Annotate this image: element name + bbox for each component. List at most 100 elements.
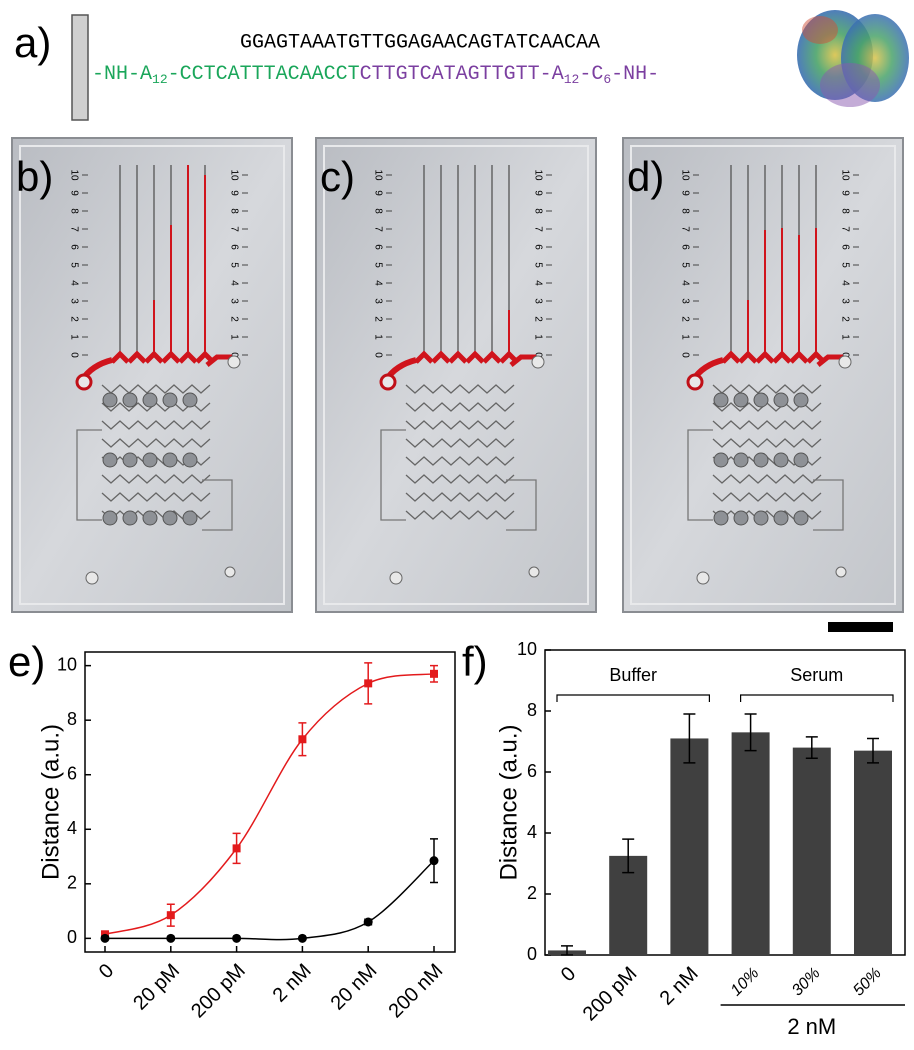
well <box>142 452 158 468</box>
bar <box>792 747 831 955</box>
x-tick-label: 2 nM <box>269 960 316 1007</box>
inlet-chevron <box>431 350 451 364</box>
well <box>102 392 118 408</box>
ruler-label: 1 <box>532 334 543 340</box>
strand-segment: -C <box>579 63 603 86</box>
ruler-label: 3 <box>228 298 239 304</box>
mixer <box>712 474 822 484</box>
ruler-label: 1 <box>839 334 850 340</box>
chip-edge <box>19 145 285 605</box>
ruler-label: 10 <box>228 169 239 181</box>
chip-photo: 0 0 1 1 2 2 3 3 4 4 5 5 6 6 7 7 8 8 9 9 10 10 b) <box>11 137 293 613</box>
port <box>838 355 852 369</box>
x-tick-label: 10% <box>728 965 763 1000</box>
error-bar <box>561 945 573 956</box>
ruler-label: 7 <box>372 226 383 232</box>
mixer <box>405 510 515 520</box>
ruler-label: 2 <box>532 316 543 322</box>
well <box>773 510 789 526</box>
ruler-label: 6 <box>839 244 850 250</box>
inlet-chevron <box>178 350 198 364</box>
well <box>102 510 118 526</box>
panel-label: d) <box>627 153 664 200</box>
y-tick-label: 8 <box>527 700 537 720</box>
ruler-label: 3 <box>679 298 690 304</box>
well <box>773 392 789 408</box>
mixer <box>405 474 515 484</box>
well <box>182 452 198 468</box>
mixer <box>405 492 515 502</box>
x-tick-label: 200 pM <box>579 963 642 1026</box>
ruler-label: 5 <box>68 262 79 268</box>
ruler-label: 10 <box>372 169 383 181</box>
ruler-label: 6 <box>68 244 79 250</box>
ruler-label: 4 <box>68 280 79 286</box>
marker <box>232 933 242 943</box>
group-label: Buffer <box>609 665 657 685</box>
group-label: Serum <box>790 665 843 685</box>
chip <box>315 137 597 613</box>
ruler-label: 7 <box>679 226 690 232</box>
chip-photo: 0 0 1 1 2 2 3 3 4 4 5 5 6 6 7 7 8 8 9 9 10 10 d) <box>622 137 904 613</box>
group-bracket <box>740 694 894 702</box>
protein-structure <box>797 10 909 107</box>
y-tick-label: 6 <box>67 763 77 783</box>
outlet <box>205 354 232 367</box>
ruler-label: 9 <box>532 190 543 196</box>
subgroup-label: 2 nM <box>787 1014 836 1039</box>
inlet-chevron <box>448 350 468 364</box>
ruler-label: 8 <box>679 208 690 214</box>
bar <box>731 732 770 955</box>
ruler-label: 7 <box>839 226 850 232</box>
mixer <box>405 384 515 394</box>
well <box>773 452 789 468</box>
ruler-label: 10 <box>839 169 850 181</box>
ruler-label: 0 <box>839 352 850 358</box>
mixer <box>101 438 211 448</box>
well <box>733 452 749 468</box>
ruler-label: 4 <box>372 280 383 286</box>
outlet <box>816 354 843 367</box>
ruler-label: 3 <box>68 298 79 304</box>
inlet-chevron <box>789 350 809 364</box>
x-tick-label: 2 nM <box>656 963 703 1010</box>
ruler-label: 5 <box>839 262 850 268</box>
side-channel <box>380 429 537 531</box>
ruler-label: 2 <box>679 316 690 322</box>
ruler-label: 6 <box>228 244 239 250</box>
surface-bar <box>71 14 89 121</box>
ruler-label: 6 <box>532 244 543 250</box>
ruler-label: 5 <box>372 262 383 268</box>
well <box>753 392 769 408</box>
side-channel <box>76 429 233 531</box>
well <box>162 452 178 468</box>
well <box>733 510 749 526</box>
y-axis-label: Distance (a.u.) <box>495 724 522 880</box>
strand-segment: -CCTCATTTACAACCT <box>168 63 360 86</box>
ruler-label: 9 <box>68 190 79 196</box>
well <box>142 510 158 526</box>
chip <box>11 137 293 613</box>
mixer <box>405 456 515 466</box>
ruler-label: 3 <box>532 298 543 304</box>
y-tick-label: 10 <box>517 639 537 659</box>
well <box>162 392 178 408</box>
well <box>733 392 749 408</box>
ruler-label: 4 <box>839 280 850 286</box>
strand-segment: 12 <box>564 72 580 87</box>
inlet-chevron <box>127 350 147 364</box>
ruler-label: 8 <box>228 208 239 214</box>
ruler-label: 1 <box>679 334 690 340</box>
inlet-chevron <box>482 350 502 364</box>
ruler-label: 9 <box>679 190 690 196</box>
port <box>379 373 397 391</box>
y-tick-label: 6 <box>527 761 537 781</box>
fit-line <box>105 860 435 941</box>
x-tick-label: 20 pM <box>129 960 184 1015</box>
ruler-label: 4 <box>532 280 543 286</box>
well <box>713 392 729 408</box>
bottom-strand: -NH-A12-CCTCATTTACAACCTCTTGTCATAGTTGTT-A… <box>92 63 659 87</box>
well <box>793 392 809 408</box>
ruler-label: 5 <box>228 262 239 268</box>
